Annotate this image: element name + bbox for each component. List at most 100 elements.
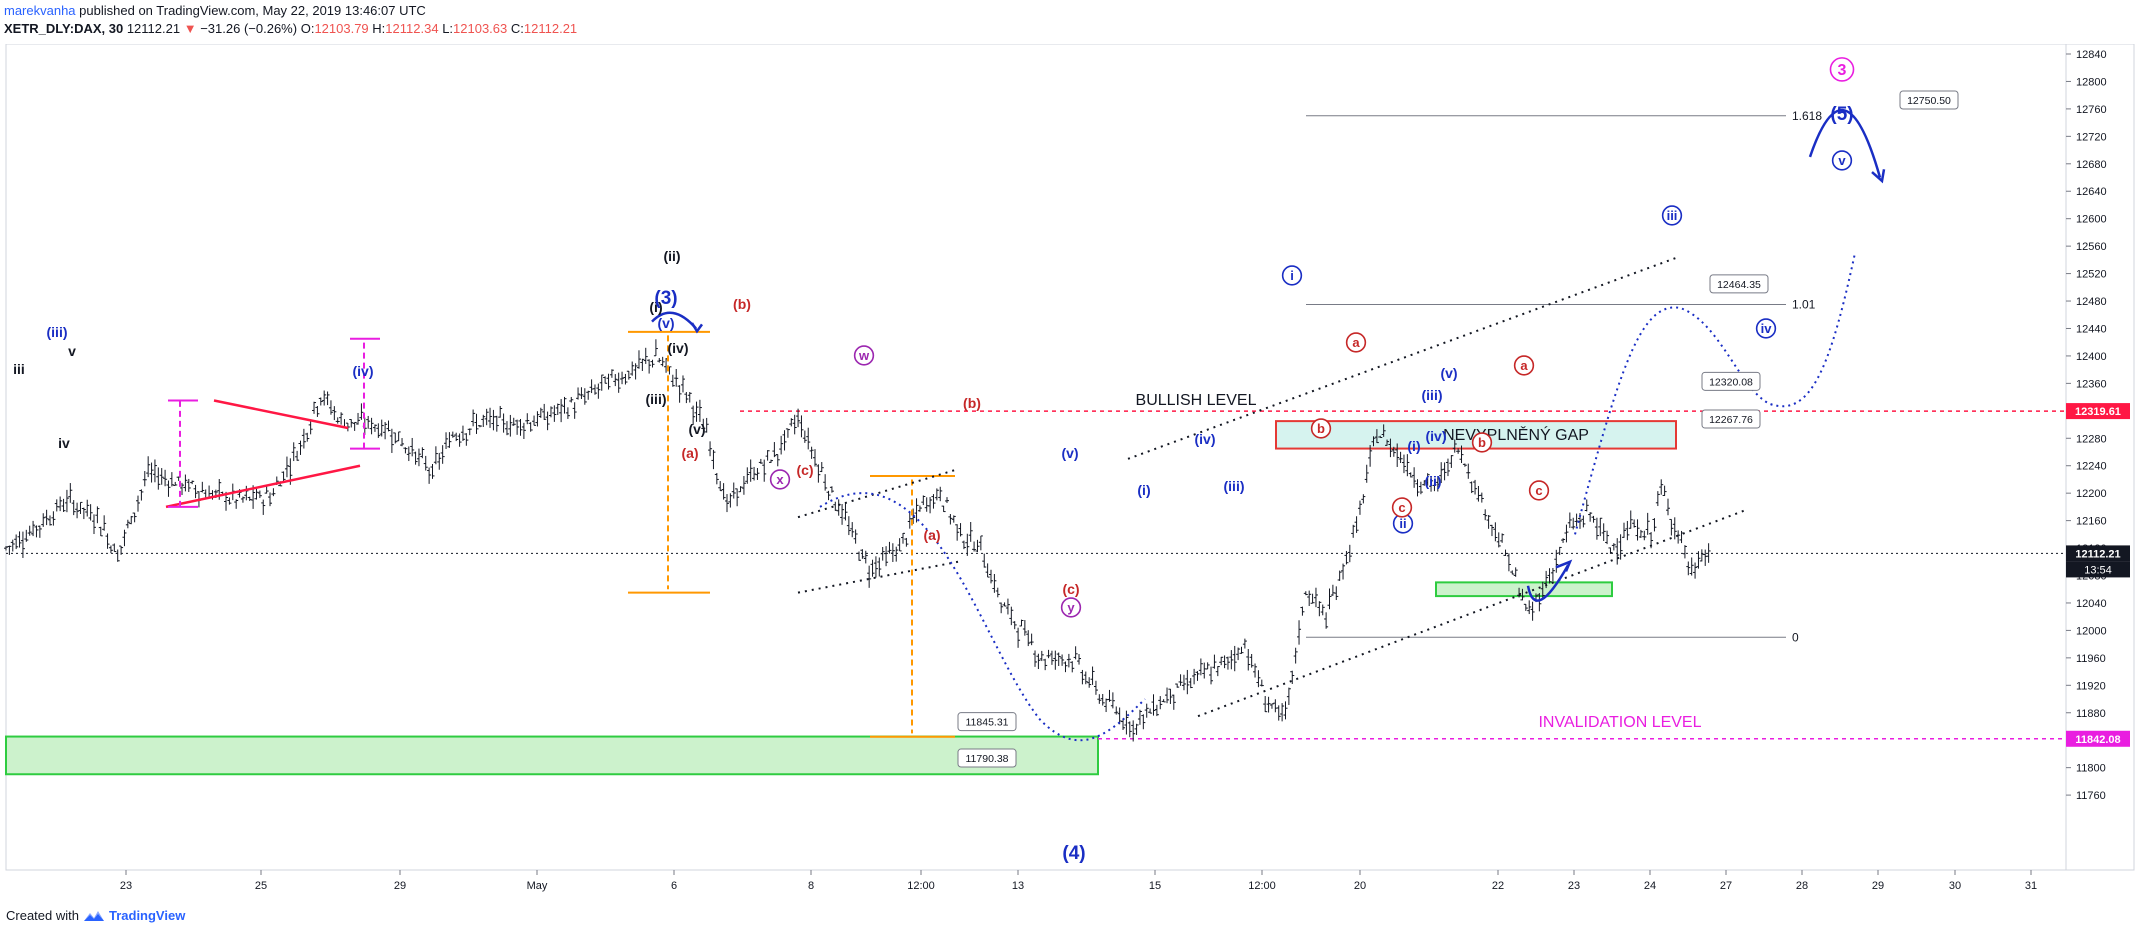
ohlc-bar xyxy=(1300,606,1305,616)
fib-level-label: 1.618 xyxy=(1792,109,1822,123)
ohlc-bar xyxy=(108,545,113,554)
close-value: 12112.21 xyxy=(523,21,578,36)
ohlc-bar xyxy=(501,413,506,433)
ohlc-bar xyxy=(488,407,493,428)
ohlc-bar xyxy=(1056,652,1061,666)
price-badge xyxy=(2066,545,2130,562)
ohlc-bar xyxy=(518,418,523,436)
author-link[interactable]: marekvanha xyxy=(4,3,76,18)
ohlc-bar xyxy=(565,407,570,419)
ohlc-bar xyxy=(339,412,344,425)
price-callout-box xyxy=(957,748,1017,768)
wave-label-text: (3) xyxy=(654,288,677,309)
ohlc-bar xyxy=(670,374,675,387)
ohlc-bar xyxy=(1253,663,1258,678)
ohlc-bar xyxy=(183,474,188,492)
ohlc-bar xyxy=(802,430,807,443)
price-callout: 12267.76 xyxy=(1701,409,1761,429)
ohlc-bar xyxy=(1215,666,1220,677)
x-tick-label: 29 xyxy=(394,880,406,892)
plot-area[interactable] xyxy=(5,44,2067,871)
ohlc-bar xyxy=(1540,581,1545,599)
price-callout-label: 11845.31 xyxy=(965,717,1008,729)
ohlc-bar xyxy=(1493,522,1498,542)
y-tick-label: 11880 xyxy=(2076,708,2106,720)
ohlc-bar xyxy=(474,413,479,434)
ohlc-bar xyxy=(1236,647,1241,661)
wave-label-circle xyxy=(1528,480,1550,501)
wave-label-text: (i) xyxy=(1137,482,1150,498)
wave-label: iii xyxy=(13,361,25,377)
wave-label-text: (5) xyxy=(1830,104,1853,125)
invalidation-level-label: INVALIDATION LEVEL xyxy=(1538,714,1701,731)
ohlc-bar xyxy=(1584,499,1589,512)
ohlc-bar xyxy=(1269,703,1274,709)
ohlc-bar xyxy=(1066,653,1071,668)
ohlc-bar xyxy=(268,492,273,507)
ohlc-bar xyxy=(359,403,364,420)
ohlc-bar xyxy=(400,438,405,447)
ohlc-bar xyxy=(14,534,19,550)
ohlc-bar xyxy=(1276,705,1281,721)
ohlc-bar xyxy=(1547,568,1552,584)
ohlc-bar xyxy=(796,408,801,428)
wave-label: (v) xyxy=(688,421,705,437)
wave-label-circled: y xyxy=(1060,597,1082,618)
wave-label: (c) xyxy=(1062,581,1079,597)
ohlc-bar xyxy=(98,526,103,537)
ohlc-bar xyxy=(1053,650,1058,670)
ohlc-bar xyxy=(504,421,509,436)
ohlc-bar xyxy=(180,482,185,496)
ohlc-bar xyxy=(1144,703,1149,718)
ohlc-bar xyxy=(1391,446,1396,457)
x-tick-label: May xyxy=(527,880,548,892)
price-callout-label: 11790.38 xyxy=(965,753,1008,765)
ohlc-bar xyxy=(938,486,943,502)
ohlc-bar xyxy=(806,427,811,450)
wave-label-circled: a xyxy=(1345,332,1367,353)
ohlc-line: XETR_DLY:DAX, 30 12112.21 ▼ −31.26 (−0.2… xyxy=(4,20,1404,38)
triangle-upper-line xyxy=(213,399,349,430)
ohlc-bar xyxy=(88,504,93,521)
ohlc-bar xyxy=(1429,476,1434,492)
ohlc-bar xyxy=(745,467,750,484)
price-chart[interactable]: NEVYPLNĚNÝ GAP BULLISH LEVEL INVALIDATION… xyxy=(0,44,2137,904)
ohlc-bar xyxy=(423,455,428,471)
gap-zone-label: NEVYPLNĚNÝ GAP xyxy=(1443,425,1589,444)
wave-label: (i) xyxy=(1407,438,1420,454)
ohlc-bar xyxy=(1638,529,1643,538)
ohlc-bar xyxy=(1131,720,1136,742)
price-callout-box xyxy=(1709,274,1769,294)
wave-label: iv xyxy=(58,435,70,451)
y-tick-label: 12440 xyxy=(2076,323,2107,335)
ohlc-bar xyxy=(142,471,147,487)
ohlc-bar xyxy=(1344,550,1349,565)
ohlc-bar xyxy=(576,387,581,400)
ohlc-bar xyxy=(714,472,719,485)
ohlc-bar xyxy=(1310,593,1315,604)
wave-label-circled: w xyxy=(853,345,875,366)
ohlc-bar xyxy=(812,449,817,467)
ohlc-bar xyxy=(792,414,797,435)
ohlc-bar xyxy=(1151,694,1156,716)
ohlc-bar xyxy=(1256,670,1261,688)
ohlc-bar xyxy=(17,531,22,548)
ohlc-bar xyxy=(1303,591,1308,596)
ohlc-bar xyxy=(349,418,354,428)
ohlc-bar xyxy=(433,446,438,465)
ohlc-bar xyxy=(1148,708,1153,714)
y-tick-label: 12200 xyxy=(2076,488,2107,500)
ohlc-bar xyxy=(156,467,161,490)
ohlc-bar xyxy=(1080,669,1085,685)
ohlc-bar xyxy=(1506,553,1511,572)
ohlc-bar xyxy=(1462,463,1467,467)
wave-label-circle xyxy=(1471,432,1493,453)
ohlc-bar xyxy=(1662,485,1667,496)
ohlc-bar xyxy=(393,432,398,444)
ohlc-bar xyxy=(1439,462,1444,484)
tradingview-brand[interactable]: TradingView xyxy=(108,908,186,923)
ohlc-bar xyxy=(613,374,618,387)
ohlc-bar xyxy=(1005,598,1010,615)
y-tick-label: 11800 xyxy=(2076,763,2106,775)
ohlc-bar xyxy=(1696,551,1701,569)
